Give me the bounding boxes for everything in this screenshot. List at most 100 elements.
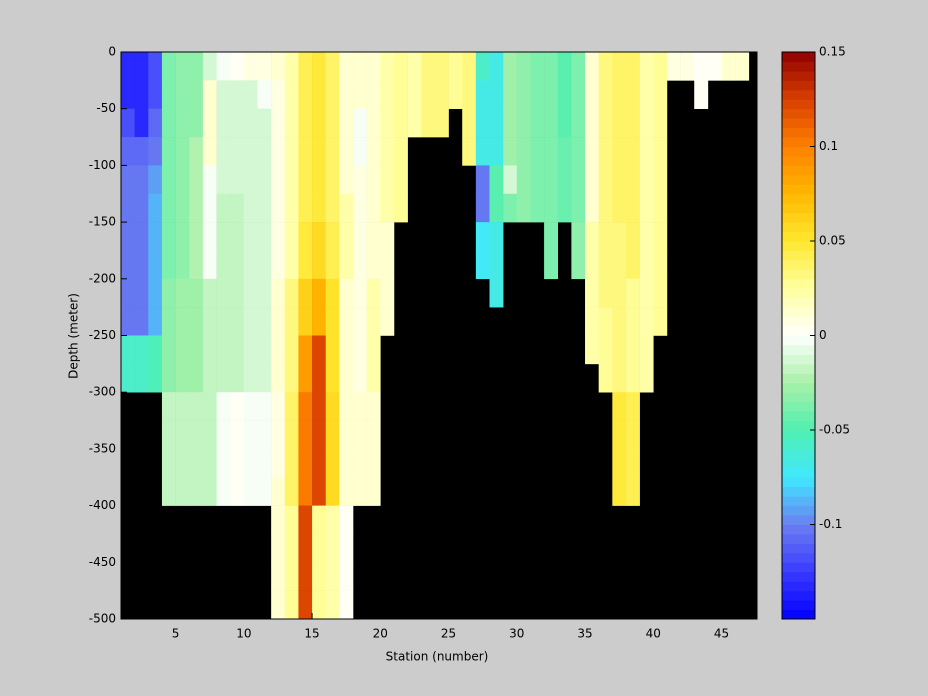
heatmap-cell — [230, 165, 245, 195]
heatmap-cell — [625, 420, 640, 450]
heatmap-cell — [257, 222, 272, 251]
heatmap-cell — [694, 52, 709, 81]
heatmap-cell — [503, 108, 518, 138]
heatmap-cell — [202, 165, 217, 195]
heatmap-cell — [339, 363, 354, 393]
heatmap-cell — [189, 363, 204, 393]
heatmap-cell — [585, 307, 599, 336]
heatmap-cell — [571, 165, 586, 195]
heatmap-cell — [148, 335, 163, 365]
colorbar-tick-label: -0.1 — [819, 517, 842, 531]
heatmap-cell — [161, 193, 176, 223]
x-tick-label: 15 — [304, 627, 319, 641]
heatmap-cell — [735, 52, 750, 81]
heatmap-cell — [271, 80, 286, 109]
x-tick-label: 35 — [577, 627, 592, 641]
heatmap-cell — [625, 335, 640, 365]
heatmap-cell — [666, 52, 681, 81]
x-tick-label: 20 — [373, 627, 388, 641]
heatmap-cell — [353, 80, 367, 109]
heatmap-cell — [366, 80, 381, 109]
heatmap-cell — [571, 193, 586, 223]
heatmap-cell — [339, 137, 354, 166]
heatmap-cell — [257, 80, 272, 109]
heatmap-cell — [284, 250, 299, 280]
heatmap-cell — [312, 505, 327, 535]
heatmap-cell — [625, 448, 640, 478]
heatmap-cell — [284, 165, 299, 195]
heatmap-cell — [325, 80, 340, 109]
x-axis-label: Station (number) — [386, 650, 489, 664]
heatmap-cell — [230, 193, 245, 223]
heatmap-cell — [298, 562, 313, 591]
heatmap-cell — [612, 307, 627, 336]
heatmap-cell — [325, 363, 340, 393]
colorbar-swatch — [782, 515, 815, 525]
heatmap-cell — [284, 392, 299, 421]
heatmap-cell — [598, 108, 613, 138]
heatmap-cell — [161, 108, 176, 138]
heatmap-cell — [271, 222, 286, 251]
heatmap-cell — [653, 193, 668, 223]
heatmap-cell — [653, 222, 668, 251]
colorbar-tick-label: 0.15 — [819, 45, 846, 59]
heatmap-cell — [257, 363, 272, 393]
heatmap-cell — [202, 80, 217, 109]
heatmap-cell — [134, 108, 149, 138]
heatmap-cell — [380, 307, 395, 336]
heatmap-cell — [339, 165, 354, 195]
heatmap-cell — [121, 222, 135, 251]
heatmap-cell — [284, 562, 299, 591]
heatmap-cell — [625, 278, 640, 308]
heatmap-cell — [312, 477, 327, 506]
heatmap-cell — [516, 80, 531, 109]
colorbar-swatch — [782, 562, 815, 573]
heatmap-cell — [393, 165, 408, 195]
heatmap-cell — [462, 80, 477, 109]
heatmap-cell — [393, 108, 408, 138]
heatmap-cell — [230, 477, 245, 506]
heatmap-cell — [175, 392, 190, 421]
x-tick-label: 10 — [236, 627, 251, 641]
heatmap-cell — [284, 505, 299, 535]
heatmap-cell — [325, 477, 340, 506]
heatmap-cell — [380, 193, 395, 223]
heatmap-cell — [257, 392, 272, 421]
heatmap-cell — [339, 52, 354, 81]
heatmap-cell — [189, 420, 204, 450]
heatmap-cell — [312, 533, 327, 563]
heatmap-cell — [475, 80, 490, 109]
heatmap-cell — [339, 250, 354, 280]
heatmap-cell — [230, 108, 245, 138]
y-tick-label: -250 — [89, 328, 116, 342]
y-tick-label: -100 — [89, 158, 116, 172]
heatmap-cell — [353, 52, 367, 81]
colorbar-tick-label: 0.1 — [819, 139, 838, 153]
heatmap-cell — [271, 562, 286, 591]
heatmap-cell — [366, 250, 381, 280]
heatmap-cell — [216, 108, 231, 138]
heatmap-cell — [134, 80, 149, 109]
heatmap-cell — [189, 250, 204, 280]
heatmap-cell — [243, 137, 258, 166]
colorbar-swatch — [782, 382, 815, 393]
heatmap-cell — [530, 137, 545, 166]
heatmap-cell — [243, 165, 258, 195]
heatmap-cell — [271, 52, 286, 81]
heatmap-cell — [366, 278, 381, 308]
heatmap-cell — [694, 80, 709, 109]
heatmap-cell — [489, 193, 504, 223]
heatmap-cell — [216, 193, 231, 223]
heatmap-cell — [366, 137, 381, 166]
heatmap-cell — [243, 80, 258, 109]
heatmap-cell — [639, 363, 654, 393]
heatmap-cell — [516, 137, 531, 166]
heatmap-cell — [639, 108, 654, 138]
heatmap-cell — [298, 137, 313, 166]
heatmap-cell — [312, 52, 327, 81]
colorbar-swatch — [782, 70, 815, 81]
heatmap-cell — [489, 250, 504, 280]
colorbar-swatch — [782, 448, 815, 459]
heatmap-cell — [148, 193, 163, 223]
